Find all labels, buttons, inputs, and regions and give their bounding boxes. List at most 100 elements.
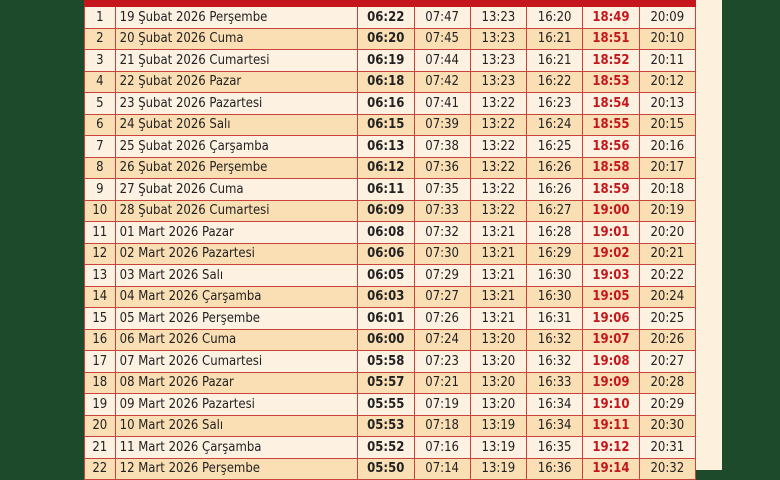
ikindi-time: 16:25 <box>525 135 584 158</box>
gunes-time: 07:16 <box>413 436 471 459</box>
date: 19 Şubat 2026 Perşembe <box>114 6 359 29</box>
aksam-time: 19:08 <box>582 350 640 373</box>
imsak-time: 06:03 <box>357 285 415 308</box>
imsak-time: 06:06 <box>357 242 415 265</box>
day-number: 21 <box>84 436 116 459</box>
ikindi-time: 16:22 <box>525 70 584 93</box>
ogle-time: 13:19 <box>469 436 528 459</box>
date: 07 Mart 2026 Cumartesi <box>114 350 359 373</box>
yatsi-time: 20:13 <box>638 92 697 115</box>
imsak-time: 06:00 <box>357 328 415 351</box>
aksam-time: 19:03 <box>582 264 640 287</box>
aksam-time: 19:01 <box>582 221 640 244</box>
table-row: 12 02 Mart 2026 Pazartesi 06:06 07:30 13:21 1… <box>84 242 697 265</box>
gunes-time: 07:44 <box>413 49 471 72</box>
aksam-time: 19:07 <box>582 328 640 351</box>
table-row: 9 27 Şubat 2026 Cuma 06:11 07:35 13:22 16:26 1… <box>84 178 697 201</box>
table-row: 3 21 Şubat 2026 Cumartesi 06:19 07:44 13:23 1… <box>84 49 697 72</box>
table-row: 19 09 Mart 2026 Pazartesi 05:55 07:19 13:20 1… <box>84 393 697 416</box>
table-row: 4 22 Şubat 2026 Pazar 06:18 07:42 13:23 16:22… <box>84 70 697 93</box>
aksam-time: 19:10 <box>582 393 640 416</box>
ikindi-time: 16:26 <box>525 178 584 201</box>
ikindi-time: 16:24 <box>525 113 584 136</box>
imsak-time: 06:05 <box>357 264 415 287</box>
gunes-time: 07:33 <box>413 199 471 222</box>
yatsi-time: 20:15 <box>638 113 697 136</box>
ogle-time: 13:21 <box>469 307 528 330</box>
table-row: 8 26 Şubat 2026 Perşembe 06:12 07:36 13:22 16… <box>84 156 697 179</box>
table-row: 18 08 Mart 2026 Pazar 05:57 07:21 13:20 16:33… <box>84 371 697 394</box>
day-number: 12 <box>84 242 116 265</box>
ikindi-time: 16:36 <box>525 457 584 480</box>
table-row: 22 12 Mart 2026 Perşembe 05:50 07:14 13:19 16… <box>84 457 697 480</box>
table-row: 16 06 Mart 2026 Cuma 06:00 07:24 13:20 16:32 1… <box>84 328 697 351</box>
imsak-time: 05:57 <box>357 371 415 394</box>
table-row: 17 07 Mart 2026 Cumartesi 05:58 07:23 13:20 1… <box>84 350 697 373</box>
yatsi-time: 20:25 <box>638 307 697 330</box>
ikindi-time: 16:27 <box>525 199 584 222</box>
date: 02 Mart 2026 Pazartesi <box>114 242 359 265</box>
yatsi-time: 20:12 <box>638 70 697 93</box>
aksam-time: 18:56 <box>582 135 640 158</box>
aksam-time: 19:05 <box>582 285 640 308</box>
yatsi-time: 20:18 <box>638 178 697 201</box>
ogle-time: 13:23 <box>469 70 528 93</box>
gunes-time: 07:42 <box>413 70 471 93</box>
table-row: 20 10 Mart 2026 Salı 05:53 07:18 13:19 16:34 1… <box>84 414 697 437</box>
table-row: 1 19 Şubat 2026 Perşembe 06:22 07:47 13:23 16… <box>84 6 697 29</box>
imsak-time: 06:01 <box>357 307 415 330</box>
date: 28 Şubat 2026 Cumartesi <box>114 199 359 222</box>
date: 27 Şubat 2026 Cuma <box>114 178 359 201</box>
gunes-time: 07:26 <box>413 307 471 330</box>
ogle-time: 13:22 <box>469 199 528 222</box>
ogle-time: 13:19 <box>469 457 528 480</box>
aksam-time: 18:55 <box>582 113 640 136</box>
table-row: 6 24 Şubat 2026 Salı 06:15 07:39 13:22 16:24 1… <box>84 113 697 136</box>
day-number: 2 <box>84 27 116 50</box>
yatsi-time: 20:32 <box>638 457 697 480</box>
gunes-time: 07:27 <box>413 285 471 308</box>
aksam-time: 18:59 <box>582 178 640 201</box>
yatsi-time: 20:11 <box>638 49 697 72</box>
date: 10 Mart 2026 Salı <box>114 414 359 437</box>
ogle-time: 13:20 <box>469 328 528 351</box>
ikindi-time: 16:35 <box>525 436 584 459</box>
ogle-time: 13:23 <box>469 6 528 29</box>
day-number: 18 <box>84 371 116 394</box>
day-number: 11 <box>84 221 116 244</box>
table-row: 21 11 Mart 2026 Çarşamba 05:52 07:16 13:19 16… <box>84 436 697 459</box>
ikindi-time: 16:29 <box>525 242 584 265</box>
date: 05 Mart 2026 Perşembe <box>114 307 359 330</box>
table-row: 14 04 Mart 2026 Çarşamba 06:03 07:27 13:21 16… <box>84 285 697 308</box>
date: 22 Şubat 2026 Pazar <box>114 70 359 93</box>
day-number: 10 <box>84 199 116 222</box>
ogle-time: 13:21 <box>469 221 528 244</box>
ogle-time: 13:19 <box>469 414 528 437</box>
ikindi-time: 16:32 <box>525 350 584 373</box>
aksam-time: 18:51 <box>582 27 640 50</box>
yatsi-time: 20:22 <box>638 264 697 287</box>
gunes-time: 07:23 <box>413 350 471 373</box>
yatsi-time: 20:20 <box>638 221 697 244</box>
ikindi-time: 16:34 <box>525 393 584 416</box>
aksam-time: 19:00 <box>582 199 640 222</box>
day-number: 22 <box>84 457 116 480</box>
imsak-time: 05:55 <box>357 393 415 416</box>
yatsi-time: 20:09 <box>638 6 697 29</box>
imsak-time: 06:18 <box>357 70 415 93</box>
yatsi-time: 20:16 <box>638 135 697 158</box>
ikindi-time: 16:21 <box>525 49 584 72</box>
table-row: 13 03 Mart 2026 Salı 06:05 07:29 13:21 16:30 1… <box>84 264 697 287</box>
yatsi-time: 20:19 <box>638 199 697 222</box>
ikindi-time: 16:31 <box>525 307 584 330</box>
date: 08 Mart 2026 Pazar <box>114 371 359 394</box>
ogle-time: 13:21 <box>469 285 528 308</box>
imsak-time: 05:50 <box>357 457 415 480</box>
aksam-time: 19:12 <box>582 436 640 459</box>
day-number: 19 <box>84 393 116 416</box>
ogle-time: 13:22 <box>469 92 528 115</box>
yatsi-time: 20:24 <box>638 285 697 308</box>
aksam-time: 18:54 <box>582 92 640 115</box>
ikindi-time: 16:30 <box>525 285 584 308</box>
gunes-time: 07:38 <box>413 135 471 158</box>
